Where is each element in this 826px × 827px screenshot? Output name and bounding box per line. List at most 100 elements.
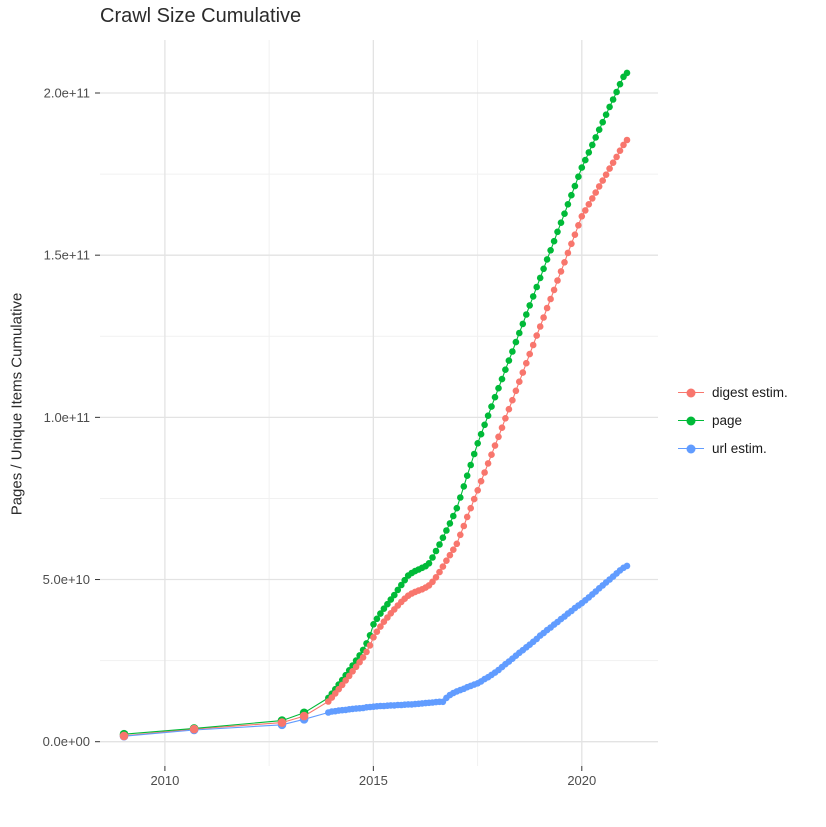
data-point: [189, 724, 199, 734]
data-point: [446, 551, 454, 559]
data-point: [474, 440, 482, 447]
data-point: [474, 487, 482, 494]
data-point: [616, 80, 624, 88]
data-point: [529, 293, 537, 300]
data-point: [450, 546, 457, 553]
data-point: [345, 672, 353, 680]
data-point: [460, 483, 468, 490]
data-point: [495, 384, 502, 392]
data-point: [463, 513, 471, 521]
data-point: [477, 430, 485, 438]
data-point: [370, 634, 377, 641]
data-point: [540, 314, 547, 321]
axis-ticks: [95, 92, 583, 771]
data-point: [338, 681, 346, 689]
data-point: [526, 350, 533, 358]
data-point: [519, 320, 527, 328]
data-point: [578, 213, 586, 220]
data-point: [119, 731, 129, 741]
data-point: [394, 586, 402, 594]
data-point: [429, 554, 436, 561]
data-point: [477, 477, 485, 485]
legend-key-icon: [678, 413, 704, 428]
data-point: [547, 295, 554, 303]
data-point: [491, 442, 499, 449]
legend-key-dot: [686, 388, 696, 397]
data-point: [568, 191, 575, 199]
data-point: [578, 164, 586, 171]
data-point: [439, 563, 447, 570]
data-point: [299, 711, 309, 721]
data-point: [613, 153, 620, 161]
legend-item-url-estim-: url estim.: [678, 439, 788, 458]
x-axis-tick-label: 2010: [150, 773, 179, 788]
data-point: [384, 600, 391, 608]
data-point: [557, 219, 565, 226]
data-point: [484, 460, 492, 467]
data-point: [446, 520, 454, 527]
legend-key-icon: [678, 441, 704, 456]
data-point: [453, 540, 461, 548]
legend-key-dot: [686, 444, 696, 453]
data-point: [398, 581, 405, 589]
data-point: [602, 111, 610, 118]
legend: digest estim. page url estim.: [678, 383, 788, 458]
data-point: [550, 286, 558, 294]
data-point: [557, 268, 565, 275]
data-point: [536, 323, 544, 330]
data-point: [564, 249, 572, 257]
legend-label: page: [712, 413, 743, 428]
data-point: [523, 311, 530, 318]
data-point: [516, 378, 523, 386]
data-point: [505, 405, 513, 413]
data-point: [623, 136, 631, 144]
data-point: [377, 610, 384, 617]
data-point: [502, 415, 509, 422]
data-point: [481, 469, 488, 476]
data-point: [491, 393, 499, 401]
data-point: [571, 182, 579, 190]
data-point: [575, 173, 582, 180]
data-point: [484, 412, 492, 420]
data-point: [543, 256, 551, 263]
data-point: [363, 648, 370, 656]
data-point: [550, 237, 558, 245]
series-points: [119, 69, 631, 741]
data-point: [457, 531, 464, 539]
data-point: [623, 69, 631, 77]
series-points-page: [119, 69, 631, 739]
data-point: [439, 534, 447, 541]
data-point: [609, 159, 617, 166]
data-point: [543, 304, 551, 312]
data-point: [373, 628, 381, 635]
data-point: [568, 240, 575, 248]
data-point: [432, 574, 440, 581]
data-point: [512, 338, 520, 346]
data-point: [502, 366, 509, 374]
data-point: [613, 88, 620, 96]
data-point: [356, 658, 363, 666]
data-point: [470, 450, 478, 458]
data-point: [533, 332, 540, 339]
legend-key-icon: [678, 385, 704, 400]
y-axis-tick-label: 1.0e+11: [44, 410, 90, 425]
data-point: [349, 668, 356, 675]
data-point: [460, 522, 468, 530]
data-point: [443, 557, 450, 564]
legend-item-digest-estim-: digest estim.: [678, 383, 788, 402]
data-point: [488, 403, 495, 410]
data-point: [498, 375, 506, 383]
data-point: [509, 348, 516, 355]
data-point: [370, 621, 377, 628]
data-point: [571, 231, 579, 238]
data-point: [467, 461, 475, 469]
data-point: [377, 623, 384, 630]
data-point: [450, 512, 457, 520]
data-point: [606, 103, 613, 111]
data-point: [366, 642, 374, 649]
data-point: [498, 424, 506, 432]
data-point: [582, 207, 589, 214]
data-point: [359, 654, 367, 661]
data-point: [547, 247, 554, 254]
data-point: [373, 615, 381, 623]
